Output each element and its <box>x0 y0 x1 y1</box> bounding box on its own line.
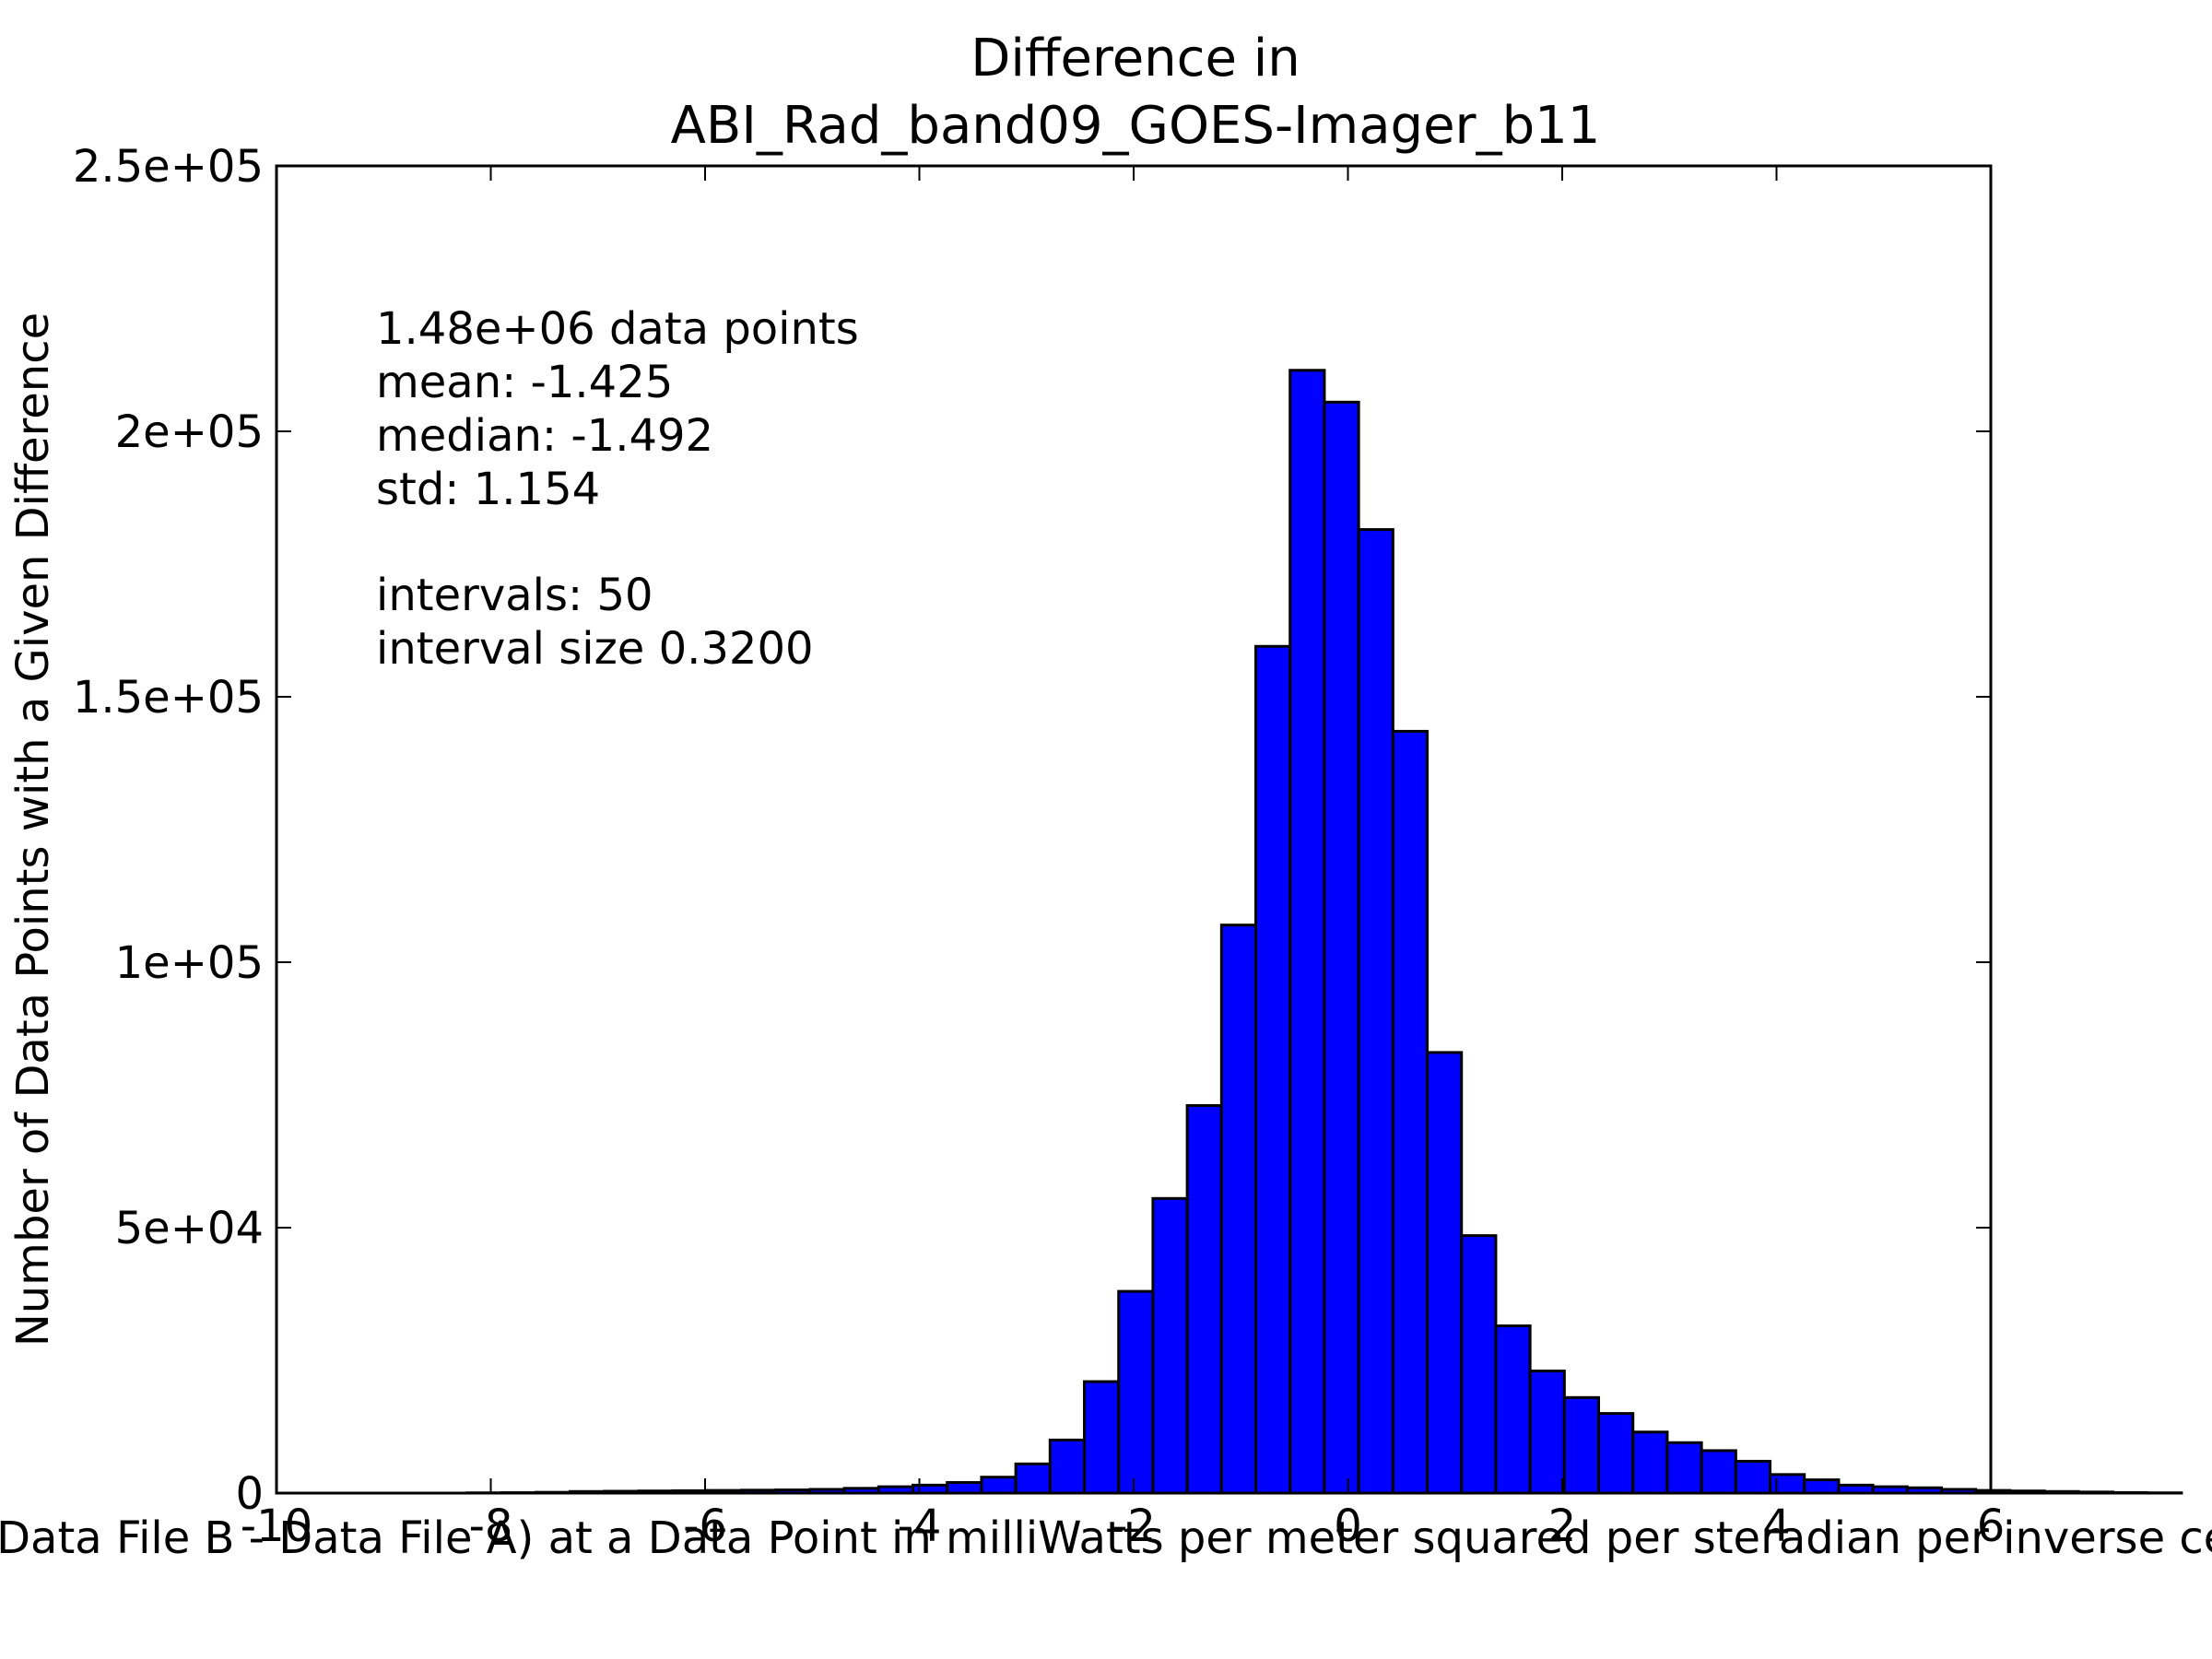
histogram-bar <box>1494 1324 1532 1495</box>
histogram-bar <box>1288 369 1326 1495</box>
histogram-bar <box>1219 924 1258 1495</box>
x-tick-label: -6 <box>683 1500 727 1552</box>
histogram-bar <box>980 1476 1018 1495</box>
x-tick-label: 4 <box>1762 1500 1791 1552</box>
x-tick-label: -2 <box>1112 1500 1156 1552</box>
stats-line-4: std: 1.154 <box>376 464 600 515</box>
histogram-bar <box>1048 1438 1087 1495</box>
y-tick-label: 5e+04 <box>115 1203 264 1254</box>
histogram-bar <box>1185 1104 1223 1495</box>
x-tick-label: 6 <box>1977 1500 2006 1552</box>
histogram-bar <box>1357 528 1394 1495</box>
y-axis-label: Number of Data Points with a Given Diffe… <box>7 312 59 1347</box>
y-tick-label: 2.5e+05 <box>73 141 264 193</box>
histogram-bar <box>1528 1370 1566 1495</box>
x-tick-label: 2 <box>1548 1500 1577 1552</box>
x-axis-label: Value of (Data File B - Data File A) at … <box>0 1512 2212 1564</box>
y-tick-label: 1e+05 <box>115 937 264 989</box>
histogram-bars <box>465 369 2183 1495</box>
histogram-bar <box>1151 1196 1189 1495</box>
histogram-bar <box>2042 1489 2080 1495</box>
histogram-bar <box>1117 1289 1155 1495</box>
histogram-bar <box>1769 1473 1806 1495</box>
histogram-bar <box>1460 1234 1498 1495</box>
histogram-bar <box>1391 729 1430 1495</box>
histogram-bar <box>2077 1490 2115 1495</box>
chart-title-line-2: ABI_Rad_band09_GOES-Imager_b11 <box>671 96 1601 156</box>
y-tick-label: 1.5e+05 <box>73 672 264 724</box>
y-tick-label: 0 <box>235 1468 264 1520</box>
histogram-bar <box>2112 1490 2149 1495</box>
histogram-bar <box>1014 1462 1052 1495</box>
stats-line-6: intervals: 50 <box>376 570 653 621</box>
histogram-bar <box>1323 400 1360 1495</box>
x-tick-label: 0 <box>1334 1500 1362 1552</box>
histogram-bar <box>2008 1489 2046 1495</box>
stats-annotation: 1.48e+06 data points mean: -1.425 median… <box>376 303 859 675</box>
stats-line-3: median: -1.492 <box>376 410 713 462</box>
histogram-bar <box>1803 1478 1841 1495</box>
y-tick-label: 2e+05 <box>115 406 264 458</box>
stats-line-1: 1.48e+06 data points <box>376 303 859 355</box>
stats-line-7: interval size 0.3200 <box>376 623 814 675</box>
histogram-bar <box>1083 1380 1121 1495</box>
histogram-bar <box>946 1480 983 1495</box>
x-tick-label: -8 <box>469 1500 513 1552</box>
histogram-bar <box>1700 1449 1737 1495</box>
histogram-bar <box>1254 644 1292 1495</box>
histogram-bar <box>1426 1051 1464 1495</box>
histogram-bar <box>1734 1459 1772 1495</box>
x-tick-label: -10 <box>241 1500 312 1552</box>
stats-line-2: mean: -1.425 <box>376 357 673 408</box>
plot-frame <box>275 164 1993 1495</box>
histogram-bar <box>1597 1412 1635 1495</box>
chart-title-line-1: Difference in <box>971 29 1300 88</box>
histogram-bar <box>1631 1430 1669 1495</box>
x-tick-label: -4 <box>898 1500 942 1552</box>
histogram-bar <box>1665 1441 1703 1495</box>
histogram-bar <box>1562 1395 1601 1495</box>
axis-ticks: -10 -8 -6 -4 -2 0 2 4 6 0 5e+04 1e+05 1.5e+05 2e+05 2.… <box>73 141 2005 1552</box>
